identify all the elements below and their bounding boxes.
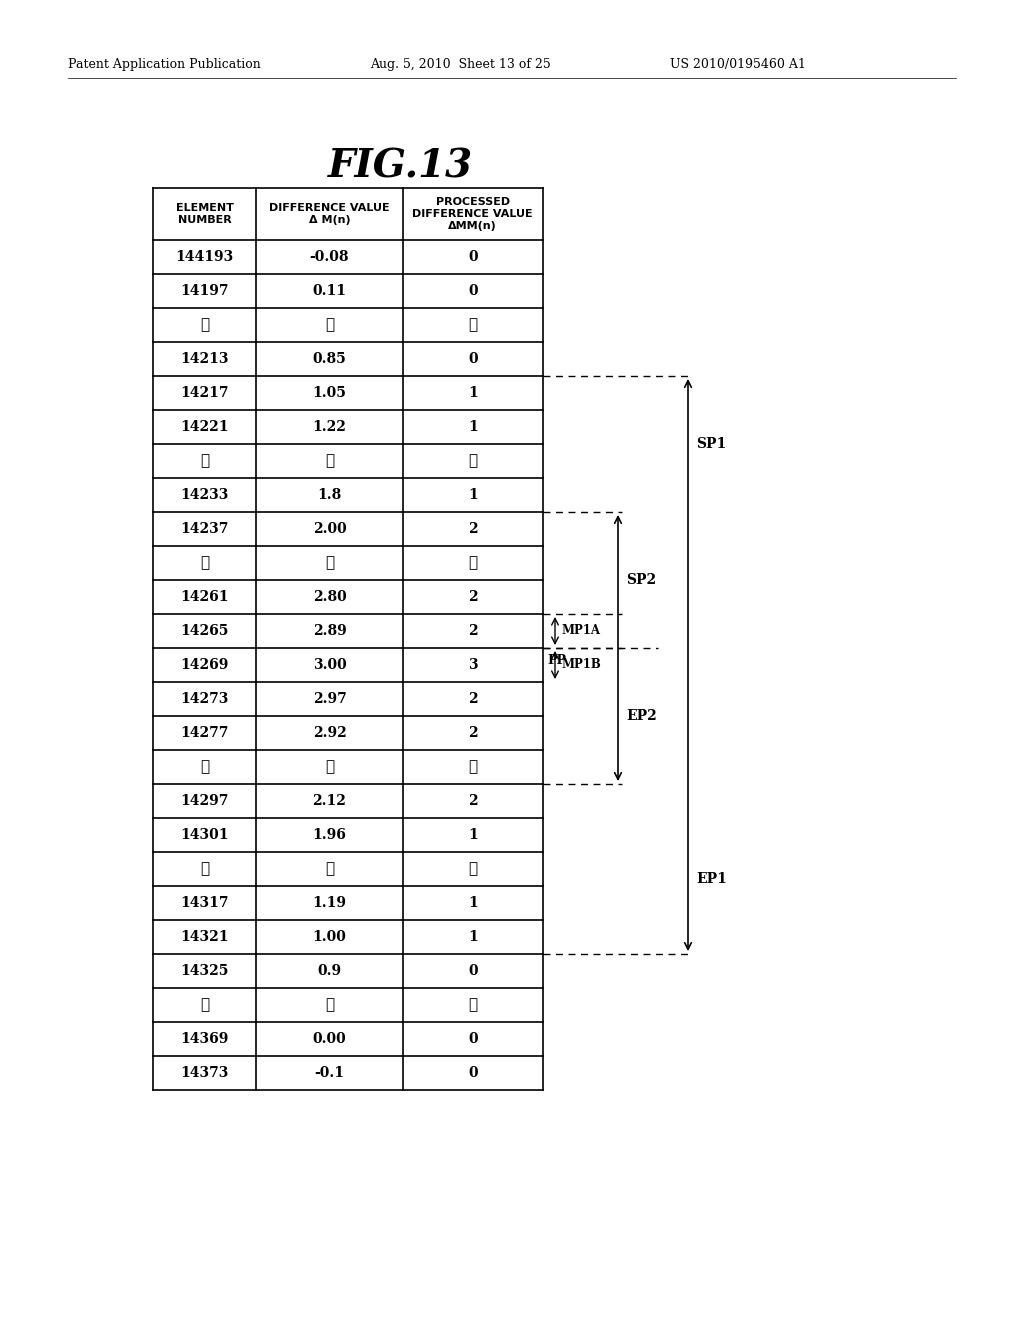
Text: 0.00: 0.00	[312, 1032, 346, 1045]
Text: 0: 0	[468, 964, 477, 978]
Text: 14261: 14261	[180, 590, 229, 605]
Text: 2: 2	[468, 624, 477, 638]
Text: 2: 2	[468, 590, 477, 605]
Text: 3: 3	[468, 657, 477, 672]
Text: MP1A: MP1A	[561, 624, 600, 638]
Text: 1.19: 1.19	[312, 896, 346, 909]
Text: EP2: EP2	[626, 709, 656, 723]
Text: 1: 1	[468, 488, 477, 502]
Text: 0.11: 0.11	[312, 284, 346, 298]
Text: 2: 2	[468, 521, 477, 536]
Text: Patent Application Publication: Patent Application Publication	[68, 58, 261, 71]
Text: PROCESSED
DIFFERENCE VALUE
ΔMM(n): PROCESSED DIFFERENCE VALUE ΔMM(n)	[413, 198, 534, 231]
Text: 1.96: 1.96	[312, 828, 346, 842]
Text: 14321: 14321	[180, 931, 229, 944]
Text: 0: 0	[468, 1067, 477, 1080]
Text: MP1B: MP1B	[561, 659, 601, 672]
Text: 2.97: 2.97	[312, 692, 346, 706]
Text: US 2010/0195460 A1: US 2010/0195460 A1	[670, 58, 806, 71]
Text: 14265: 14265	[180, 624, 228, 638]
Text: ELEMENT
NUMBER: ELEMENT NUMBER	[176, 203, 233, 224]
Text: Aug. 5, 2010  Sheet 13 of 25: Aug. 5, 2010 Sheet 13 of 25	[370, 58, 551, 71]
Text: EP1: EP1	[696, 873, 727, 886]
Text: 2: 2	[468, 726, 477, 741]
Text: ⋮: ⋮	[200, 318, 209, 333]
Text: ⋮: ⋮	[468, 454, 477, 469]
Text: 2: 2	[468, 795, 477, 808]
Text: 1.8: 1.8	[317, 488, 342, 502]
Text: -0.08: -0.08	[309, 249, 349, 264]
Text: ⋮: ⋮	[200, 454, 209, 469]
Text: 2.89: 2.89	[312, 624, 346, 638]
Text: 14221: 14221	[180, 420, 229, 434]
Text: ⋮: ⋮	[468, 556, 477, 570]
Text: 0: 0	[468, 249, 477, 264]
Text: 1: 1	[468, 420, 477, 434]
Text: ⋮: ⋮	[325, 760, 334, 774]
Text: ⋮: ⋮	[468, 318, 477, 333]
Text: 2: 2	[468, 692, 477, 706]
Text: 2.12: 2.12	[312, 795, 346, 808]
Text: 1: 1	[468, 385, 477, 400]
Text: ⋮: ⋮	[200, 862, 209, 876]
Text: 14217: 14217	[180, 385, 229, 400]
Text: 1.05: 1.05	[312, 385, 346, 400]
Text: ⋮: ⋮	[325, 454, 334, 469]
Text: 14197: 14197	[180, 284, 229, 298]
Text: ⋮: ⋮	[468, 998, 477, 1012]
Text: 1: 1	[468, 931, 477, 944]
Text: 2.00: 2.00	[312, 521, 346, 536]
Text: 14297: 14297	[180, 795, 228, 808]
Text: PP: PP	[547, 653, 566, 667]
Text: 3.00: 3.00	[312, 657, 346, 672]
Text: ⋮: ⋮	[325, 318, 334, 333]
Text: 14213: 14213	[180, 352, 229, 366]
Text: 0: 0	[468, 352, 477, 366]
Text: 1.00: 1.00	[312, 931, 346, 944]
Text: 2.92: 2.92	[312, 726, 346, 741]
Text: 144193: 144193	[175, 249, 233, 264]
Text: 14269: 14269	[180, 657, 228, 672]
Text: FIG.13: FIG.13	[328, 148, 472, 186]
Text: 0: 0	[468, 1032, 477, 1045]
Text: ⋮: ⋮	[468, 760, 477, 774]
Text: 14325: 14325	[180, 964, 228, 978]
Text: ⋮: ⋮	[200, 760, 209, 774]
Text: 0: 0	[468, 284, 477, 298]
Text: 14317: 14317	[180, 896, 229, 909]
Text: ⋮: ⋮	[325, 998, 334, 1012]
Text: 1: 1	[468, 828, 477, 842]
Text: 14233: 14233	[180, 488, 228, 502]
Text: 0.9: 0.9	[317, 964, 342, 978]
Text: ⋮: ⋮	[200, 556, 209, 570]
Text: DIFFERENCE VALUE
Δ M(n): DIFFERENCE VALUE Δ M(n)	[269, 203, 390, 224]
Text: SP2: SP2	[626, 573, 656, 587]
Text: 14373: 14373	[180, 1067, 228, 1080]
Text: 14301: 14301	[180, 828, 229, 842]
Text: 14369: 14369	[180, 1032, 228, 1045]
Text: ⋮: ⋮	[325, 862, 334, 876]
Text: ⋮: ⋮	[325, 556, 334, 570]
Text: 14237: 14237	[180, 521, 228, 536]
Text: 1: 1	[468, 896, 477, 909]
Text: SP1: SP1	[696, 437, 726, 451]
Text: 0.85: 0.85	[312, 352, 346, 366]
Text: -0.1: -0.1	[314, 1067, 344, 1080]
Text: 1.22: 1.22	[312, 420, 346, 434]
Text: 14273: 14273	[180, 692, 228, 706]
Text: 14277: 14277	[180, 726, 228, 741]
Text: ⋮: ⋮	[468, 862, 477, 876]
Text: ⋮: ⋮	[200, 998, 209, 1012]
Text: 2.80: 2.80	[312, 590, 346, 605]
